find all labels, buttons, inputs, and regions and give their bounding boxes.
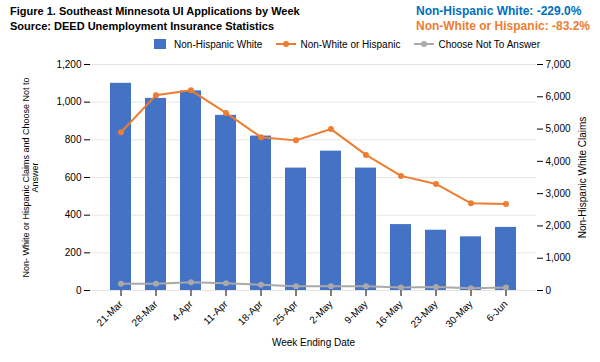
svg-text:Non-Hispanic White Claims: Non-Hispanic White Claims [577, 117, 588, 239]
svg-text:11-Apr: 11-Apr [201, 298, 230, 327]
html-text:Non-White or Hispanic: Non-White or Hispanic [300, 38, 401, 50]
svg-text:Week Ending Date: Week Ending Date [272, 337, 356, 348]
html-text:Choose Not To Answer: Choose Not To Answer [438, 38, 540, 50]
svg-text:4-Apr: 4-Apr [170, 298, 196, 324]
svg-text:3,000: 3,000 [546, 188, 571, 199]
svg-text:600: 600 [65, 172, 82, 183]
svg-text:25-Apr: 25-Apr [271, 298, 300, 327]
svg-text:0: 0 [546, 285, 552, 296]
svg-text:21-Mar: 21-Mar [94, 298, 125, 329]
svg-text:200: 200 [65, 247, 82, 258]
svg-text:30-May: 30-May [443, 298, 474, 329]
svg-text:18-Apr: 18-Apr [236, 298, 265, 327]
svg-text:Non- White or Hispanic Claims: Non- White or Hispanic Claims and Choose… [21, 77, 40, 277]
svg-text:0: 0 [76, 285, 82, 296]
html-text:Non-White or Hispanic: -83.2%: Non-White or Hispanic: -83.2% [416, 19, 590, 33]
svg-text:2,000: 2,000 [546, 220, 571, 231]
svg-text:4,000: 4,000 [546, 156, 571, 167]
html-text:Figure 1. Southeast Minnesota: Figure 1. Southeast Minnesota UI Applica… [10, 5, 300, 17]
svg-text:2-May: 2-May [307, 298, 334, 325]
svg-text:800: 800 [65, 134, 82, 145]
html-text:Non-Hispanic White: -229.0%: Non-Hispanic White: -229.0% [416, 4, 582, 18]
svg-text:16-May: 16-May [373, 298, 404, 329]
svg-text:7,000: 7,000 [546, 59, 571, 70]
html-text:Non-Hispanic White: Non-Hispanic White [174, 38, 263, 50]
svg-text:1,000: 1,000 [56, 96, 81, 107]
svg-text:6,000: 6,000 [546, 91, 571, 102]
svg-text:23-May: 23-May [408, 298, 439, 329]
svg-text:1,000: 1,000 [546, 252, 571, 263]
svg-text:6-Jun: 6-Jun [484, 298, 509, 323]
svg-text:5,000: 5,000 [546, 123, 571, 134]
html-text:Source: DEED Unemployment Insu: Source: DEED Unemployment Insurance Stat… [10, 20, 275, 32]
svg-text:28-Mar: 28-Mar [129, 298, 160, 329]
svg-text:1,200: 1,200 [56, 59, 81, 70]
svg-text:400: 400 [65, 209, 82, 220]
svg-text:9-May: 9-May [342, 298, 369, 325]
